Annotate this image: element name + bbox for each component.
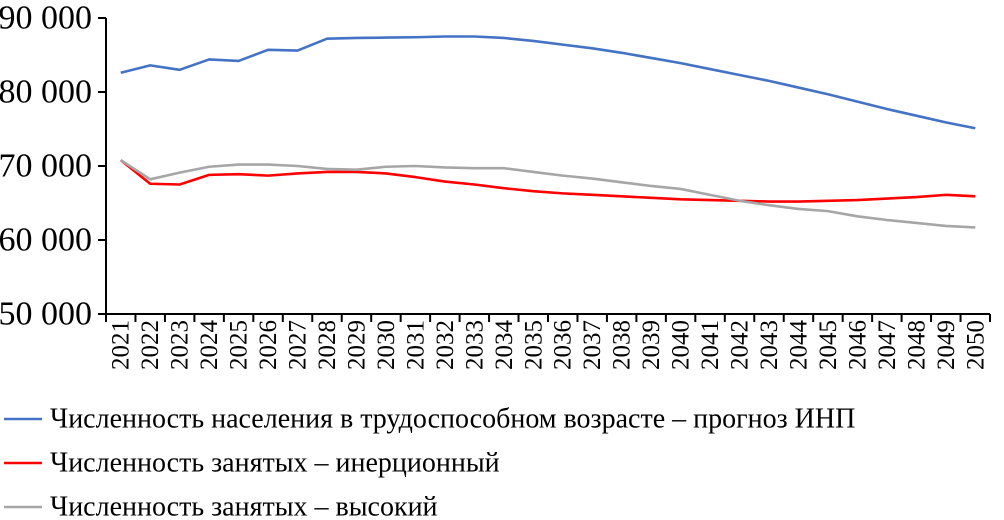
x-tick-label: 2047: [874, 320, 901, 370]
x-tick-label: 2023: [167, 320, 194, 370]
x-tick-label: 2037: [579, 320, 606, 370]
chart-axes: [105, 18, 990, 315]
x-tick-label: 2046: [844, 320, 871, 370]
x-tick-label: 2040: [668, 320, 695, 370]
x-tick-label: 2022: [137, 320, 164, 370]
x-tick-label: 2026: [255, 320, 282, 370]
legend-label-2: Численность занятых – инерционный: [50, 448, 500, 479]
x-tick-label: 2049: [933, 320, 960, 370]
y-tick-label: 90 000: [0, 0, 92, 37]
x-tick-label: 2027: [285, 320, 312, 370]
x-tick-label: 2021: [108, 320, 135, 370]
x-tick-label: 2033: [461, 320, 488, 370]
x-tick-label: 2048: [903, 320, 930, 370]
legend-label-3: Численность занятых – высокий: [50, 492, 438, 520]
x-tick-label: 2035: [520, 320, 547, 370]
series-line-1: [120, 35, 976, 130]
x-tick-label: 2029: [343, 320, 370, 370]
x-tick-label: 2024: [196, 320, 223, 371]
x-tick-label: 2036: [550, 320, 577, 370]
x-tick-label: 2044: [785, 320, 812, 371]
x-axis-ticks: 2021 2022 2023 2024 2025 2026 2027 2028 2029 2030…: [105, 314, 991, 371]
x-tick-label: 2045: [815, 320, 842, 370]
x-tick-label: 2042: [727, 320, 754, 370]
y-axis-ticks: 50 000 60 000 70 000 80 000 90 000: [0, 0, 106, 333]
x-tick-label: 2030: [373, 320, 400, 370]
y-tick-label: 50 000: [0, 296, 92, 333]
chart-legend: Численность населения в трудоспособном в…: [4, 404, 855, 520]
legend-label-1: Численность населения в трудоспособном в…: [50, 404, 855, 435]
x-tick-label: 2050: [962, 320, 989, 370]
x-tick-label: 2038: [609, 320, 636, 370]
series-line-3: [120, 158, 976, 229]
x-tick-label: 2025: [226, 320, 253, 370]
x-tick-label: 2043: [756, 320, 783, 370]
x-tick-label: 2034: [491, 320, 518, 371]
x-tick-label: 2032: [432, 320, 459, 370]
x-tick-label: 2039: [638, 320, 665, 370]
x-tick-label: 2031: [402, 320, 429, 370]
series-lines: [119, 35, 976, 229]
x-tick-label: 2041: [697, 320, 724, 370]
x-tick-label: 2028: [314, 320, 341, 370]
y-tick-label: 80 000: [0, 74, 92, 111]
y-tick-label: 60 000: [0, 222, 92, 259]
series-line-2: [119, 159, 976, 203]
y-tick-label: 70 000: [0, 148, 92, 185]
